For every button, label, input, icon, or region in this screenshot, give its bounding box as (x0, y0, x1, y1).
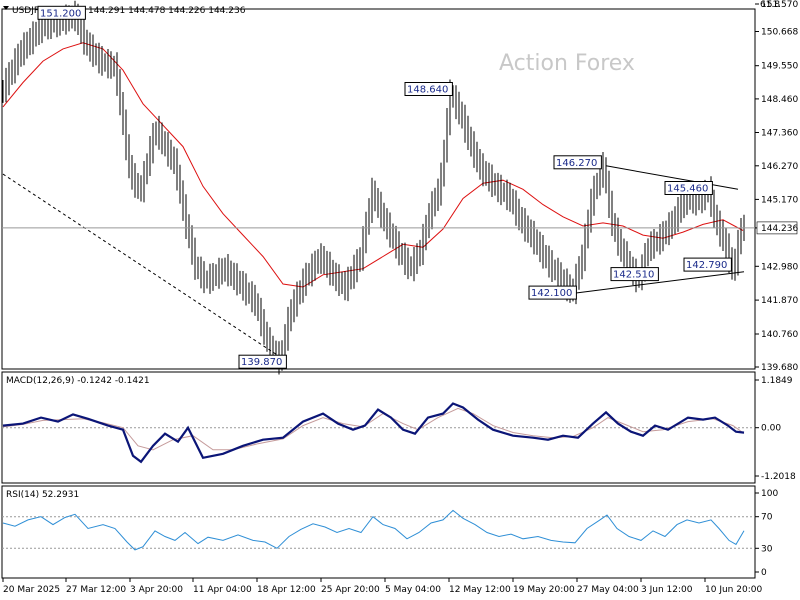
trendline (605, 165, 739, 190)
price-annotation-label: 148.640 (407, 85, 448, 96)
time-axis-label: 25 Apr 20:00 (321, 585, 380, 595)
price-annotation-box (37, 5, 86, 20)
fibo-corner-label: 61.8 (760, 0, 780, 10)
price-annotation-box (528, 285, 577, 300)
moving-average-layer (2, 42, 744, 288)
rsi-axis: 100 70 30 0 (755, 489, 778, 578)
price-annotation-box (610, 267, 659, 282)
price-axis-label: 147.360 (761, 129, 798, 139)
time-axis-label: 18 Apr 12:00 (257, 585, 316, 595)
price-axis-label: 151.570 (761, 0, 798, 10)
price-annotation-box (404, 82, 453, 96)
rsi-pane (1, 485, 756, 579)
time-axis-label: 12 May 12:00 (449, 585, 511, 595)
price-pane (1, 8, 756, 370)
price-axis-label: 142.980 (761, 262, 798, 272)
rsi-axis-label: 0 (761, 568, 767, 578)
price-annotation-label: 151.200 (40, 8, 81, 19)
price-bars-layer (2, 0, 745, 375)
trendline (2, 173, 284, 360)
price-annotation-label: 146.270 (556, 158, 597, 169)
rsi-label: RSI(14) 52.2931 (6, 490, 79, 500)
price-axis-label: 139.680 (761, 363, 798, 373)
macd-axis-label: 0.00 (761, 424, 781, 434)
watermark-text: Action Forex (499, 51, 635, 76)
time-axis-label: 3 Apr 20:00 (130, 585, 183, 595)
time-axis-label: 27 Mar 12:00 (66, 585, 126, 595)
price-annotation-label: 139.870 (241, 357, 282, 368)
price-axis-label: 146.270 (761, 162, 798, 172)
time-axis-label: 3 Jun 12:00 (641, 585, 693, 595)
time-axis-label: 19 May 20:00 (513, 585, 575, 595)
price-annotation-box (683, 257, 732, 272)
price-axis-label: 149.550 (761, 62, 798, 72)
rsi-axis-label: 30 (761, 544, 773, 554)
time-axis-label: 10 Jun 20:00 (705, 585, 762, 595)
price-axis-label: 150.668 (761, 28, 798, 38)
rsi-axis-label: 70 (761, 513, 773, 523)
rsi-axis-label: 100 (761, 489, 778, 499)
price-axis-label: 145.170 (761, 195, 798, 205)
price-annotation-label: 142.100 (531, 288, 572, 299)
macd-axis-label: -1.2018 (761, 472, 796, 482)
price-annotation-box (238, 354, 287, 369)
price-axis-label: 148.460 (761, 95, 798, 105)
rsi-line (2, 509, 745, 551)
price-annotation-label: 142.790 (686, 260, 727, 271)
price-annotation-box (664, 181, 713, 195)
ohlc-readout: 144.291 144.478 144.226 144.236 (88, 6, 246, 16)
macd-layer (2, 402, 755, 464)
caret-down-icon (3, 6, 9, 10)
trendlines-layer (2, 165, 745, 360)
symbol-timeframe-label: USDJPY,H4 (12, 6, 60, 16)
macd-axis: 1.1849 0.00 -1.2018 (755, 376, 796, 482)
price-annotations-layer: 151.200 139.870 148.640 146.270 145.460 142.1… (37, 5, 732, 369)
time-axis-label: 27 May 04:00 (577, 585, 639, 595)
rsi-layer (2, 509, 755, 551)
trendline (574, 271, 745, 294)
price-annotation-label: 142.510 (613, 270, 654, 281)
time-axis-label: 20 Mar 2025 (3, 585, 60, 595)
price-annotation-box (553, 155, 602, 170)
price-axis-label: 140.760 (761, 330, 798, 340)
macd-label: MACD(12,26,9) -0.1242 -0.1421 (6, 376, 150, 386)
time-axis-label: 11 Apr 04:00 (193, 585, 252, 595)
moving-average-line (2, 42, 744, 288)
macd-main-line (2, 402, 745, 464)
price-axis: 151.570 150.668 149.550 148.460 147.360 146.2… (755, 0, 798, 373)
price-axis-label: 141.870 (761, 296, 798, 306)
macd-axis-label: 1.1849 (761, 376, 793, 386)
price-axis-label: 144.236 (761, 224, 798, 234)
price-annotation-label: 145.460 (667, 184, 708, 195)
current-price-box (756, 221, 798, 235)
chart-header: USDJPY,H4 144.291 144.478 144.226 144.23… (3, 0, 780, 16)
time-axis: 20 Mar 2025 27 Mar 12:00 3 Apr 20:00 11 Apr… (2, 578, 762, 595)
time-axis-label: 5 May 04:00 (385, 585, 441, 595)
